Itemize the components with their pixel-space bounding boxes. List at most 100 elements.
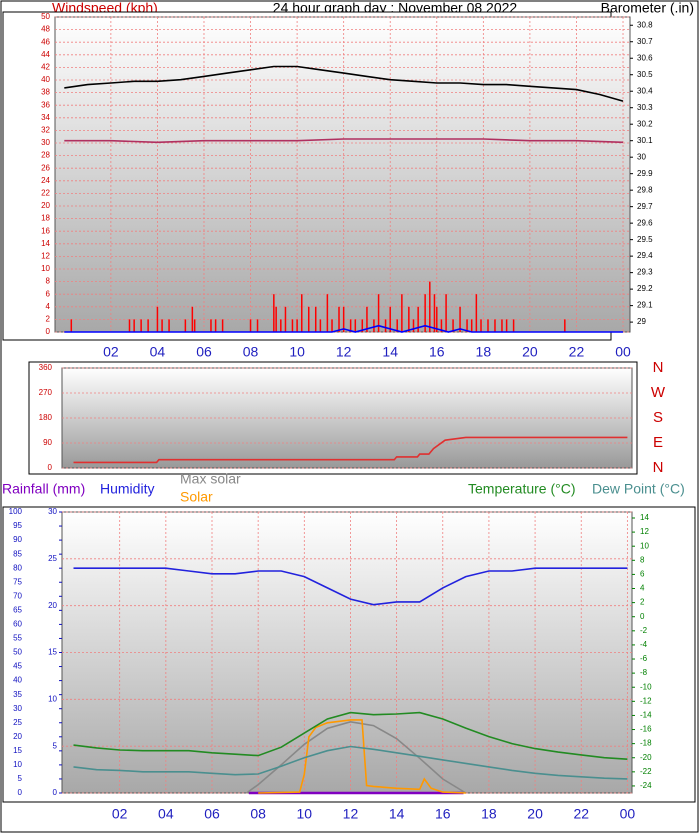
x-tick-label: 10 [297, 806, 313, 822]
y3-tick-label: 100 [9, 507, 23, 516]
bar [459, 306, 461, 332]
y2-tick-label: 29.3 [637, 268, 653, 277]
bar [342, 306, 345, 332]
y2-tick-label: E [653, 434, 663, 451]
legend-entry: Solar [180, 489, 213, 505]
bar [331, 319, 333, 332]
y2-tick-label: 30.2 [637, 119, 653, 128]
bar [354, 319, 357, 332]
y3-tick-label: 0 [18, 788, 23, 797]
bar [494, 319, 496, 332]
x-tick-label: 02 [103, 344, 119, 360]
y2-tick-label: 29.5 [637, 235, 653, 244]
x-tick-label: 16 [435, 806, 451, 822]
bar [161, 319, 163, 332]
y3-tick-label: 65 [13, 605, 22, 614]
y2-tick-label: -14 [640, 711, 652, 720]
y3-tick-label: 10 [13, 760, 22, 769]
bar [512, 319, 515, 332]
y2-tick-label: 30.5 [637, 70, 653, 79]
y2-tick-label: 29.6 [637, 218, 653, 227]
y-tick-label: 24 [41, 176, 50, 185]
series-line [73, 436, 628, 464]
y-tick-label: 26 [41, 163, 50, 172]
y2-tick-label: 30.4 [637, 86, 653, 95]
y2-tick-label: 14 [640, 513, 649, 522]
bar [417, 306, 419, 332]
x-tick-label: 06 [196, 344, 212, 360]
y-tick-label: 40 [41, 75, 50, 84]
x-tick-label: 00 [615, 344, 631, 360]
series-line [73, 567, 628, 606]
y3-tick-label: 25 [13, 718, 22, 727]
y-tick-label: 10 [48, 694, 57, 703]
bar [147, 319, 149, 332]
x-tick-label: 14 [389, 806, 405, 822]
y3-tick-label: 60 [13, 620, 22, 629]
bar [319, 319, 322, 332]
y-tick-label: 30 [48, 507, 57, 516]
y-tick-label: 2 [46, 315, 51, 324]
series-line [246, 720, 467, 794]
y2-tick-label: 4 [640, 584, 645, 593]
y-tick-label: 28 [41, 151, 50, 160]
y2-tick-label: 6 [640, 570, 645, 579]
y3-tick-label: 20 [13, 732, 22, 741]
y3-tick-label: 5 [18, 774, 23, 783]
y-tick-label: 36 [41, 100, 50, 109]
y2-tick-label: -18 [640, 739, 652, 748]
y2-tick-label: 30.1 [637, 136, 653, 145]
bar [466, 319, 468, 332]
x-tick-label: 00 [620, 806, 636, 822]
y3-tick-label: 45 [13, 662, 22, 671]
bar [384, 319, 387, 332]
bar [408, 306, 410, 332]
y2-tick-label: -6 [640, 654, 648, 663]
x-tick-label: 22 [569, 344, 585, 360]
y-tick-label: 22 [41, 189, 50, 198]
x-tick-label: 20 [522, 344, 538, 360]
y-tick-label: 10 [41, 264, 50, 273]
y-tick-label: 8 [46, 277, 51, 286]
legend-entry: Max solar [180, 471, 241, 487]
bar [249, 319, 252, 332]
legend-entry: Humidity [100, 481, 154, 497]
y3-tick-label: 85 [13, 549, 22, 558]
series-line [258, 719, 466, 794]
y-tick-label: 32 [41, 126, 50, 135]
bar [377, 294, 380, 332]
series-line [73, 745, 628, 780]
y2-tick-label: 29.4 [637, 251, 653, 260]
y3-tick-label: 55 [13, 634, 22, 643]
legend-entry: Rainfall (mm) [2, 481, 85, 497]
bar [424, 294, 426, 332]
bar [256, 319, 259, 332]
bar [128, 319, 131, 332]
y2-tick-label: 30.3 [637, 103, 653, 112]
y2-tick-label: 29.2 [637, 284, 653, 293]
bar [168, 319, 170, 332]
y2-tick-label: -12 [640, 696, 652, 705]
y-tick-label: 42 [41, 63, 50, 72]
y2-tick-label: N [653, 359, 664, 376]
y2-tick-label: 12 [640, 527, 649, 536]
y2-tick-label: -10 [640, 682, 652, 691]
bar [214, 319, 217, 332]
x-tick-label: 12 [336, 344, 352, 360]
y-tick-label: 0 [46, 327, 51, 336]
x-tick-label: 04 [150, 344, 166, 360]
y2-tick-label: -8 [640, 668, 648, 677]
y-tick-label: 5 [53, 741, 58, 750]
y2-tick-label: S [653, 409, 663, 426]
bar [326, 294, 329, 332]
bar [480, 319, 482, 332]
y-tick-label: 270 [39, 388, 53, 397]
y2-tick-label: 30.8 [637, 20, 653, 29]
y-tick-label: 6 [46, 289, 51, 298]
bar [275, 306, 277, 332]
bar [70, 319, 73, 332]
y3-tick-label: 35 [13, 690, 22, 699]
y-tick-label: 46 [41, 37, 50, 46]
